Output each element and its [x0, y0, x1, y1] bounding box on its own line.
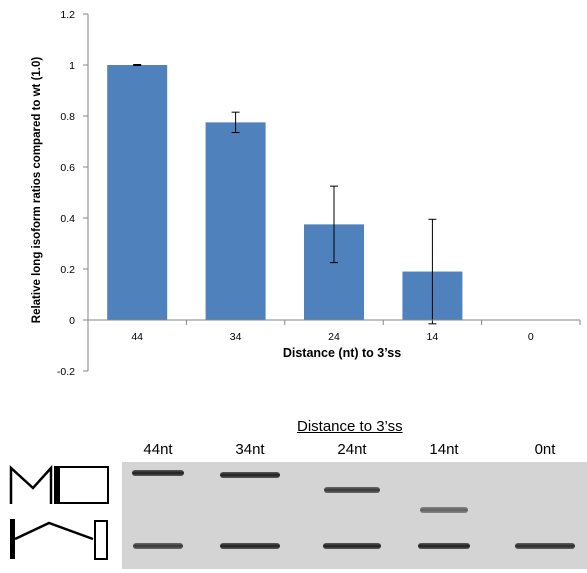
y-tick-label: 1.2	[60, 9, 75, 21]
x-tick-label: 44	[131, 331, 143, 343]
bar-34	[205, 122, 266, 320]
short-isoform-band-0nt	[515, 543, 575, 549]
error-bar-24	[330, 185, 338, 264]
short-isoform-band-34nt	[220, 543, 280, 549]
bar-44	[107, 65, 168, 320]
long-isoform-band-24nt	[323, 487, 381, 493]
y-tick-label: 0.4	[60, 213, 75, 225]
short-isoform-band-44nt	[132, 543, 184, 549]
x-tick-label: 24	[328, 331, 340, 343]
error-bar-44	[133, 63, 142, 67]
short-isoform-band-24nt	[323, 543, 381, 549]
lane-label-0nt: 0nt	[534, 441, 556, 458]
bars	[107, 65, 463, 320]
x-axis: 44 34 24 14 0	[87, 319, 581, 343]
error-bar-34	[231, 111, 240, 134]
x-tick-label: 14	[427, 331, 439, 343]
x-tick-label: 0	[528, 331, 534, 343]
lane-label-44nt: 44nt	[143, 441, 173, 458]
long-isoform-band-34nt	[220, 472, 280, 478]
y-tick-label: 0.6	[60, 162, 75, 174]
x-tick-label: 34	[230, 331, 242, 343]
long-isoform-diagram-icon	[9, 464, 109, 504]
error-bars	[133, 63, 437, 325]
lane-label-24nt: 24nt	[337, 441, 367, 458]
y-tick-label: 0.8	[60, 111, 75, 123]
short-isoform-diagram-icon	[10, 519, 108, 560]
lane-label-34nt: 34nt	[235, 441, 265, 458]
long-isoform-band-44nt	[132, 470, 184, 476]
gel-panel: Distance to 3’ss 44nt 34nt 24nt 14nt 0nt	[0, 415, 587, 573]
long-isoform-band-14nt	[420, 507, 468, 513]
y-tick-label: 1	[69, 60, 75, 72]
gel-image	[122, 462, 587, 569]
y-tick-label: 0	[69, 315, 75, 327]
lane-label-14nt: 14nt	[429, 441, 459, 458]
error-bar-14	[428, 218, 437, 325]
y-axis-label: Relative long isoform ratios compared to…	[31, 57, 43, 324]
gel-title: Distance to 3’ss	[297, 418, 403, 435]
gel-header: Distance to 3’ss 44nt 34nt 24nt 14nt 0nt	[0, 415, 587, 465]
y-tick-label: 0.2	[60, 264, 75, 276]
x-axis-label: Distance (nt) to 3’ss	[283, 346, 401, 360]
y-tick-label: -0.2	[57, 366, 75, 378]
y-axis: -0.2 0 0.2 0.4 0.6 0.8 1 1.2	[57, 9, 89, 378]
short-isoform-band-14nt	[418, 543, 470, 549]
bar-chart: -0.2 0 0.2 0.4 0.6 0.8 1 1.2 44 34 24 14 0 Relative…	[31, 9, 581, 378]
